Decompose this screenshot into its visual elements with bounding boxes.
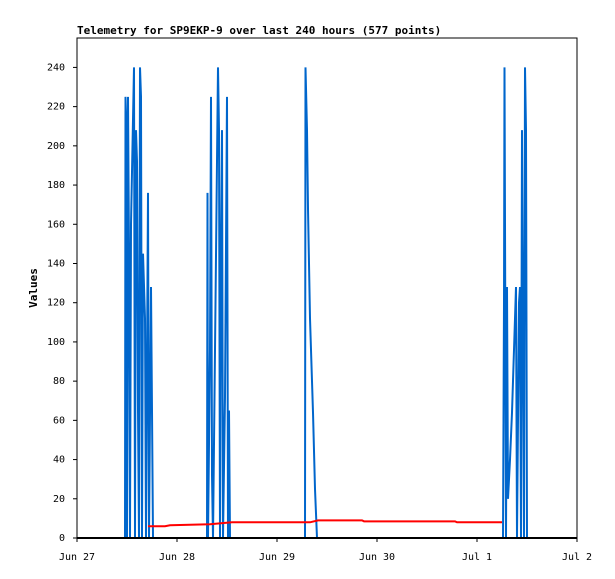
series-line: [148, 519, 502, 528]
y-tick-label: 120: [47, 298, 65, 309]
x-tick-label: Jul 1: [462, 552, 492, 563]
y-tick-label: 240: [47, 62, 65, 73]
y-tick-label: 20: [53, 494, 65, 505]
x-tick-label: Jun 27: [59, 552, 95, 563]
y-tick-label: 60: [53, 415, 65, 426]
y-tick-label: 220: [47, 102, 65, 113]
series-line: [124, 67, 528, 539]
y-axis-label: Values: [27, 268, 40, 308]
chart-title: Telemetry for SP9EKP-9 over last 240 hou…: [77, 24, 441, 37]
y-tick-label: 180: [47, 180, 65, 191]
y-tick-label: 160: [47, 219, 65, 230]
y-tick-label: 140: [47, 258, 65, 269]
y-tick-label: 100: [47, 337, 65, 348]
y-tick-label: 80: [53, 376, 65, 387]
y-tick-label: 0: [59, 533, 65, 544]
x-tick-label: Jun 28: [159, 552, 195, 563]
y-tick-label: 200: [47, 141, 65, 152]
y-tick-label: 40: [53, 455, 65, 466]
x-tick-label: Jul 2: [562, 552, 592, 563]
x-tick-label: Jun 30: [359, 552, 395, 563]
x-tick-label: Jun 29: [259, 552, 295, 563]
